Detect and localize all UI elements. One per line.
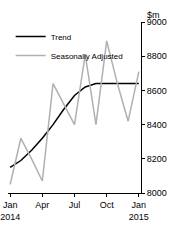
svg-text:Trend: Trend bbox=[51, 33, 72, 42]
svg-text:Jul: Jul bbox=[69, 200, 81, 210]
svg-text:8000: 8000 bbox=[147, 188, 167, 198]
svg-text:9000: 9000 bbox=[147, 17, 167, 27]
svg-text:8200: 8200 bbox=[147, 154, 167, 164]
svg-text:Oct: Oct bbox=[100, 200, 115, 210]
svg-text:Seasonally Adjusted: Seasonally Adjusted bbox=[51, 52, 123, 61]
svg-text:$m: $m bbox=[147, 10, 160, 20]
svg-text:Apr: Apr bbox=[35, 200, 49, 210]
svg-text:Jan2014: Jan2014 bbox=[0, 200, 20, 222]
svg-text:8800: 8800 bbox=[147, 51, 167, 61]
svg-text:8400: 8400 bbox=[147, 120, 167, 130]
svg-text:8600: 8600 bbox=[147, 86, 167, 96]
svg-text:Jan2015: Jan2015 bbox=[129, 200, 149, 222]
